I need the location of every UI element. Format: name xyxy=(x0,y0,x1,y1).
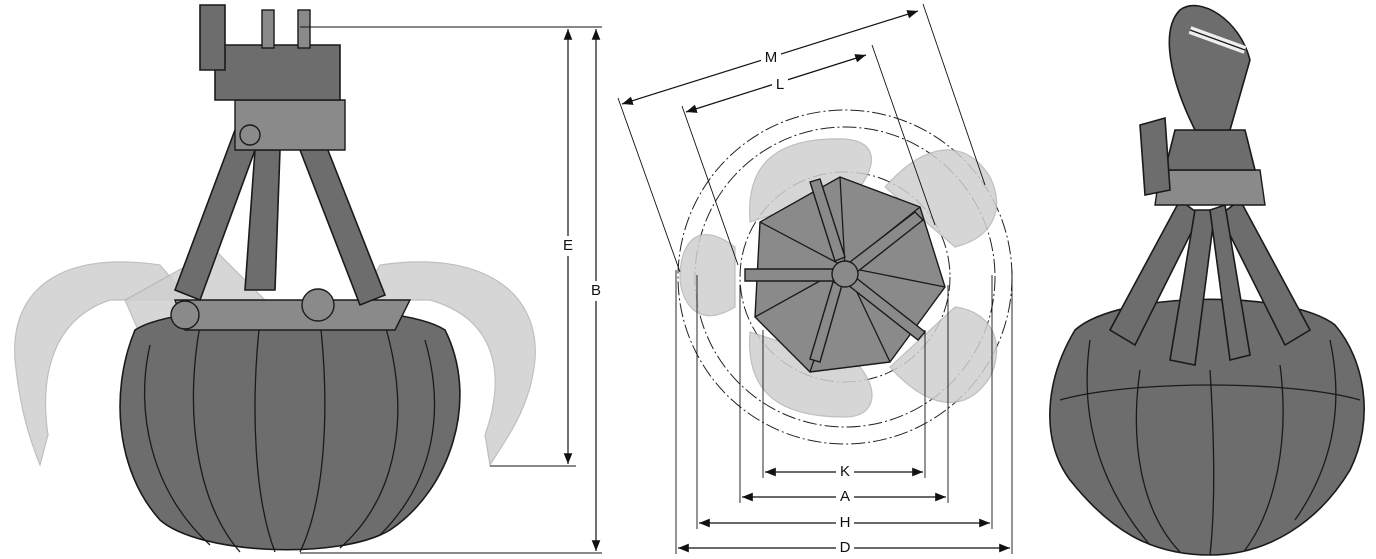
perspective-view xyxy=(1049,4,1365,556)
dimension-label: D xyxy=(840,539,851,556)
side-view xyxy=(14,4,536,553)
dimension-label: K xyxy=(840,463,850,480)
top-view xyxy=(677,109,1013,445)
horizontal-dimensions xyxy=(675,270,1013,558)
dimension-label: M xyxy=(765,49,778,66)
diagonal-dimensions xyxy=(617,3,986,273)
dimension-label: H xyxy=(840,514,851,531)
dimension-label: L xyxy=(776,76,784,93)
dimension-label: B xyxy=(591,282,601,299)
dimension-label: A xyxy=(840,488,850,505)
dimension-label: E xyxy=(563,237,573,254)
